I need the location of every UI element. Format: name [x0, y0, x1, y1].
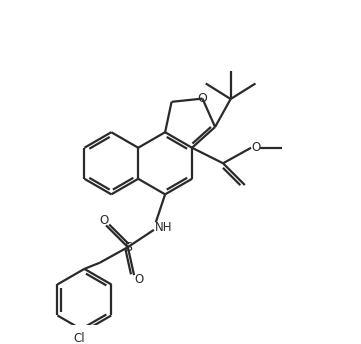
Text: O: O: [251, 141, 260, 154]
Text: O: O: [100, 214, 109, 227]
Text: O: O: [134, 273, 143, 286]
Text: NH: NH: [155, 221, 172, 234]
Text: Cl: Cl: [74, 332, 86, 344]
Text: S: S: [124, 241, 132, 254]
Text: O: O: [197, 92, 208, 105]
